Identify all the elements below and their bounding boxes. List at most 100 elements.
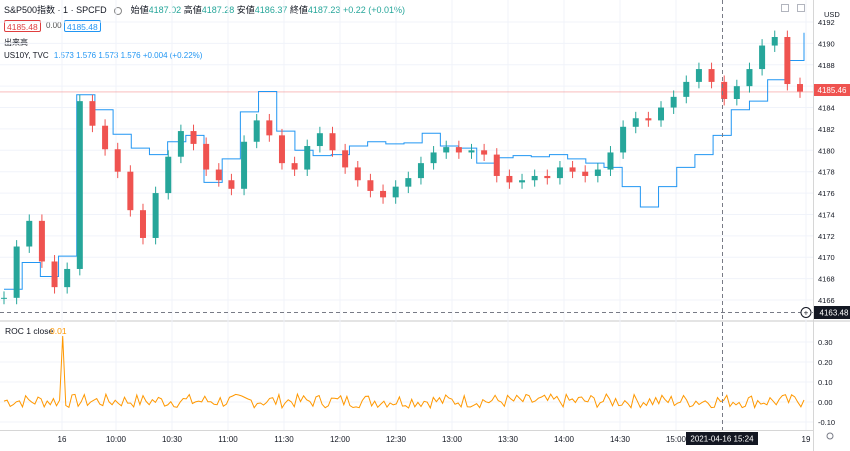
gear-icon[interactable] (826, 432, 834, 440)
candle-body (253, 120, 260, 142)
close-value: 4187.23 (307, 5, 341, 15)
price-badge (814, 84, 850, 96)
price-tick-label: 4180 (818, 146, 835, 155)
crosshair-add-icon[interactable] (800, 307, 812, 318)
time-tick-label: 19 (802, 435, 811, 444)
candle-body (620, 126, 627, 153)
roc-tick-label: -0.10 (818, 418, 835, 427)
candle-body (746, 69, 753, 87)
eye-icon[interactable] (114, 6, 123, 15)
volume-label: 出来高 (4, 38, 28, 47)
price-tick-label: 4178 (818, 168, 835, 177)
candle-body (139, 210, 146, 238)
time-tick-label: 14:00 (554, 435, 575, 444)
time-tick-label: 14:30 (610, 435, 631, 444)
time-tick-label: 13:00 (442, 435, 463, 444)
candle-body (114, 149, 121, 172)
candle-body (430, 152, 437, 164)
bid-button[interactable]: 4185.48 (4, 20, 41, 32)
price-tick-label: 4188 (818, 61, 835, 70)
candle-body (594, 169, 601, 176)
candle-body (468, 150, 475, 153)
roc-value: 0.01 (50, 326, 67, 336)
crosshair-price-badge (814, 306, 850, 319)
overlay-line (4, 32, 805, 290)
roc-tick-label: 0.00 (818, 398, 833, 407)
candle-body (13, 246, 20, 298)
price-tick-label: 4176 (818, 189, 835, 198)
price-tick-label: 4190 (818, 39, 835, 48)
symbol-title[interactable]: S&P500指数 (4, 5, 56, 15)
price-tick-label: 4166 (818, 296, 835, 305)
price-tick-label: 4182 (818, 125, 835, 134)
candle-body (329, 133, 336, 151)
ask-button[interactable]: 4185.48 (64, 20, 101, 32)
candle-body (76, 101, 83, 269)
price-tick-label: 4168 (818, 275, 835, 284)
candle-body (1, 297, 7, 299)
price-tick-label: 4172 (818, 232, 835, 241)
candle-body (645, 118, 652, 121)
roc-line (3, 335, 805, 410)
crosshair-price-text: 4163.48 (820, 309, 849, 318)
time-tick-label: 11:30 (274, 435, 294, 444)
crosshair-time-text: 2021-04-16 15:24 (690, 435, 754, 444)
candle-body (228, 180, 235, 189)
candle-body (531, 175, 538, 181)
candle-body (481, 150, 488, 155)
candle-body (784, 37, 791, 85)
candle-body (51, 261, 58, 288)
price-tick-label: 4192 (818, 18, 835, 27)
candle-body (203, 143, 210, 170)
roc-label[interactable]: ROC 1 close (5, 326, 53, 336)
candle-body (455, 147, 462, 153)
interval-label[interactable]: 1 (63, 5, 69, 15)
candle-body (797, 84, 803, 92)
candle-body (304, 146, 311, 170)
candle-body (493, 154, 500, 176)
maximize-icon[interactable] (797, 4, 805, 12)
low-label: 安値 (236, 5, 255, 15)
candle-body (64, 268, 71, 288)
overlay-name[interactable]: US10Y, TVC (4, 51, 49, 60)
candle-body (278, 135, 285, 164)
low-value: 4186.37 (254, 5, 288, 15)
candle-body (266, 120, 273, 136)
candle-body (177, 131, 184, 157)
candle-body (127, 171, 134, 211)
candle-body (443, 147, 450, 153)
candle-body (569, 167, 576, 172)
candle-body (405, 178, 412, 187)
candle-body (582, 171, 589, 176)
candle-body (683, 81, 690, 97)
candle-body (316, 133, 323, 147)
candle-body (89, 101, 96, 126)
spread-value: 0.00 (46, 21, 62, 30)
header-row: S&P500指数 · 1 · SPCFD 始値4187.02 高値4187.28… (4, 3, 405, 16)
price-tick-label: 4170 (818, 253, 835, 262)
source-label: SPCFD (76, 5, 107, 15)
minimize-icon[interactable] (781, 4, 789, 12)
price-tick-label: 4184 (818, 104, 835, 113)
candle-body (733, 86, 740, 99)
time-tick-label: 13:30 (498, 435, 519, 444)
price-badge-text: 4185.46 (818, 86, 847, 95)
dot-sep: · (57, 5, 64, 15)
price-tick-label: 4174 (818, 210, 835, 219)
candle-body (102, 125, 109, 150)
candle-body (165, 156, 172, 194)
candle-body (632, 118, 639, 127)
close-label: 終値 (289, 5, 308, 15)
crosshair-time-badge (686, 432, 758, 445)
candle-body (695, 69, 702, 82)
roc-tick-label: 0.20 (818, 358, 833, 367)
candle-body (658, 107, 665, 121)
time-tick-label: 12:00 (330, 435, 351, 444)
candle-body (519, 180, 526, 183)
candle-body (367, 180, 374, 191)
overlay-row: US10Y, TVC 1.573 1.576 1.573 1.576 +0.00… (4, 51, 202, 60)
time-tick-label: 10:00 (106, 435, 127, 444)
candle-body (392, 186, 399, 198)
time-tick-label: 15:00 (666, 435, 687, 444)
